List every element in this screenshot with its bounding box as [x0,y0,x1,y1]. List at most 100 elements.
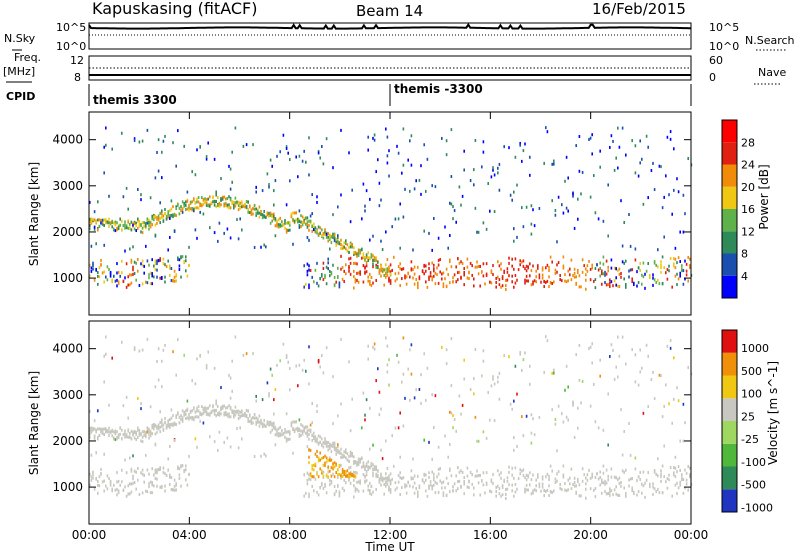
velocity-cell [429,483,432,487]
power-cell [370,283,373,287]
velocity-cell [343,472,345,476]
velocity-cell [449,469,451,473]
velocity-cell [215,414,217,418]
velocity-cell [689,475,691,479]
velocity-cell [311,438,313,442]
velocity-cell [436,475,438,479]
power-cell [298,220,301,224]
power-cell [202,197,205,201]
velocity-cell [378,390,381,394]
velocity-cell [433,476,435,480]
velocity-cell [365,398,368,402]
velocity-cell [348,478,350,482]
velocity-cell [492,473,494,477]
power-cell [285,230,288,234]
power-cell [108,224,110,228]
power-cell [271,213,273,217]
power-cell [169,266,171,270]
power-cell [337,234,339,238]
velocity-cell [325,441,328,445]
power-cell [492,273,494,277]
power-cell [455,265,457,269]
velocity-cell [410,343,413,347]
velocity-cell [687,488,689,492]
power-cell [308,264,310,268]
power-cell [330,235,333,239]
power-cell [364,204,366,208]
power-cell [154,214,157,218]
velocity-cell [442,480,445,484]
power-cell [418,178,421,182]
power-cell [293,211,296,215]
velocity-cell [549,490,552,494]
power-cell [124,223,126,227]
power-cell [297,219,299,223]
power-cell [615,283,617,287]
velocity-cell [156,430,158,434]
velocity-cell [324,461,326,465]
velocity-cell [346,458,349,462]
velocity-cell [415,486,417,490]
power-cell [242,204,245,208]
power-cell [90,220,93,224]
power-cell [321,272,323,276]
velocity-cell [316,470,318,474]
velocity-cell [97,427,99,431]
velocity-cell [253,454,256,458]
power-cell [348,257,350,261]
velocity-cell [220,412,222,416]
power-cell [298,154,301,158]
power-cell [215,193,217,197]
power-cell [413,187,416,191]
power-cell [637,281,640,285]
velocity-cell [615,485,617,489]
power-cell [634,171,637,175]
velocity-cell [505,488,507,492]
velocity-cell [511,407,513,411]
power-cell [103,243,105,247]
velocity-cell [364,474,366,478]
velocity-cell [653,487,656,491]
power-cell [164,134,166,138]
velocity-cell [341,455,344,459]
power-cell [330,271,333,275]
velocity-cell [617,478,619,482]
power-cell [367,279,369,283]
velocity-cell [450,384,453,388]
power-cell [362,264,365,268]
power-cell [589,278,592,282]
power-cell [340,238,342,242]
velocity-cell [425,489,427,493]
velocity-cell [530,441,533,445]
power-cell [285,221,288,225]
velocity-cell [525,478,528,482]
power-cell [289,179,291,183]
power-cell [498,278,501,282]
power-cell [175,279,177,283]
velocity-cell [498,473,501,477]
velocity-cell [292,451,294,455]
power-cell [429,271,432,275]
velocity-cell [397,360,400,364]
velocity-cell [173,439,176,443]
velocity-cell [394,488,397,492]
power-cell [151,274,153,278]
velocity-cell [325,491,328,495]
power-cell [685,269,688,273]
power-cell [308,136,310,140]
velocity-cell [324,464,326,468]
velocity-cell [609,493,611,497]
power-cell [389,281,392,285]
power-cell [149,196,152,200]
power-cell [172,141,174,145]
velocity-cell [108,477,110,481]
velocity-cell [466,466,469,470]
velocity-cell [476,469,478,473]
velocity-cell [495,494,497,498]
power-cell [237,200,240,204]
power-cell [423,272,425,276]
velocity-cell [333,492,336,496]
power-cell [450,175,453,179]
power-cell [564,179,566,183]
velocity-cell [385,476,387,480]
